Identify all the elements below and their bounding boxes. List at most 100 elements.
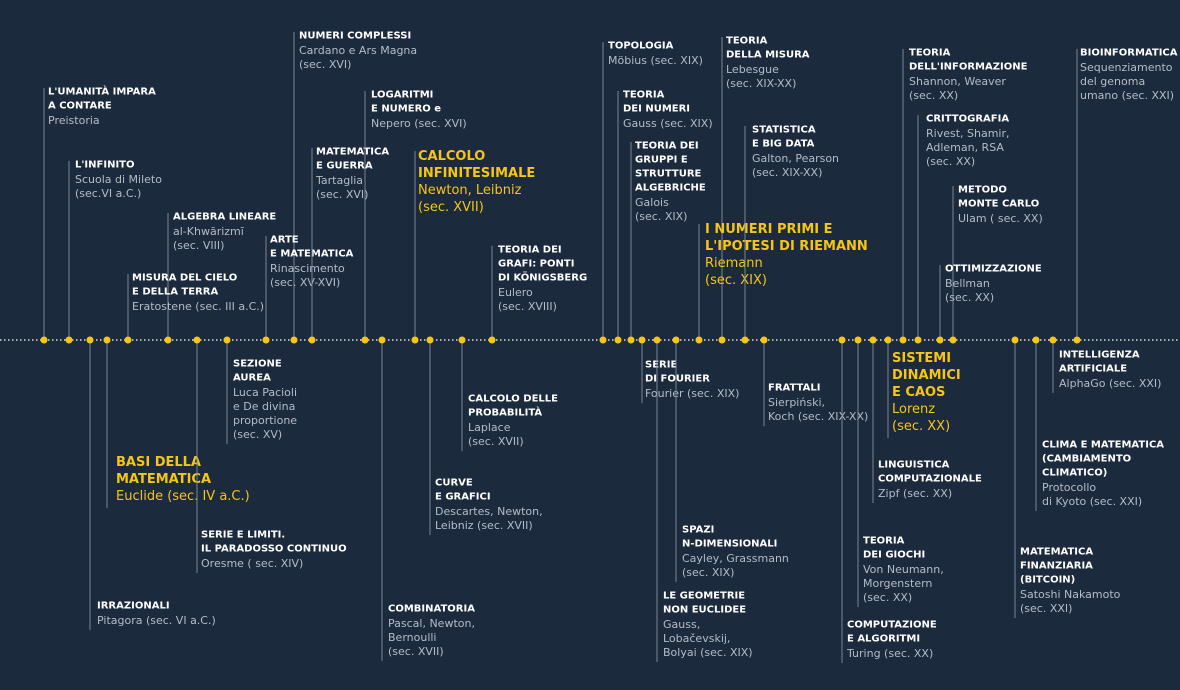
event-detail: Protocollo [1042, 481, 1096, 494]
event-title: COMPUTAZIONALE [878, 473, 982, 484]
event-detail: (sec. VIII) [173, 239, 224, 252]
event-detail: Pitagora (sec. VI a.C.) [97, 614, 216, 627]
event-title: BIOINFORMATICA [1080, 47, 1178, 58]
timeline-dot [1011, 336, 1019, 344]
event-detail: Morgenstern [863, 577, 932, 590]
event-detail: (sec. XX) [863, 591, 912, 604]
event-title: IL PARADOSSO CONTINUO [201, 543, 347, 554]
timeline-dot [1073, 336, 1081, 344]
event-detail: (sec. XIX-XX) [752, 166, 822, 179]
event-detail: Gauss, [663, 618, 700, 631]
event-detail: Bernoulli [388, 631, 437, 644]
event-title: COMBINATORIA [388, 603, 475, 614]
event-detail: (sec. XX) [926, 155, 975, 168]
event-detail: Lebesgue [726, 63, 779, 76]
event-title: INTELLIGENZA [1059, 349, 1140, 360]
event-title: CALCOLO DELLE [468, 393, 558, 404]
timeline-dot [914, 336, 922, 344]
event-detail: di Kyoto (sec. XXI) [1042, 495, 1142, 508]
event-detail: e De divina [233, 400, 295, 413]
event-title: E ALGORITMI [847, 633, 920, 644]
timeline-dot [869, 336, 877, 344]
event-title: MISURA DEL CIELO [132, 272, 237, 283]
event-detail: Euclide (sec. IV a.C.) [116, 489, 250, 504]
event-title: DEI NUMERI [623, 103, 690, 114]
timeline-dot [741, 336, 749, 344]
timeline-dot [86, 336, 94, 344]
event-detail: Scuola di Mileto [75, 173, 162, 186]
timeline-dot [262, 336, 270, 344]
timeline-dot [65, 336, 73, 344]
event-title: I NUMERI PRIMI E [705, 222, 833, 237]
event-detail: Galton, Pearson [752, 152, 839, 165]
event-detail: Newton, Leibniz [418, 183, 522, 198]
event-title: E NUMERO e [371, 103, 441, 114]
timeline-dot [1032, 336, 1040, 344]
event-title: CLIMATICO) [1042, 467, 1107, 478]
event-title: PROBABILITÀ [468, 405, 542, 418]
event-title: MATEMATICA [116, 472, 211, 487]
event-title: STRUTTURE [635, 168, 702, 179]
event-title: COMPUTAZIONE [847, 619, 937, 630]
event-title: LINGUISTICA [878, 459, 950, 470]
timeline-dot [1049, 336, 1057, 344]
event-detail: Von Neumann, [863, 563, 944, 576]
event-detail: Koch (sec. XIX-XX) [768, 410, 868, 423]
event-title: DINAMICI [892, 368, 961, 383]
timeline-dot [40, 336, 48, 344]
timeline-dot [627, 336, 635, 344]
event-title: STATISTICA [752, 124, 816, 135]
event-title: IRRAZIONALI [97, 600, 170, 611]
timeline-dot [936, 336, 944, 344]
event-title: LOGARITMI [371, 89, 433, 100]
event-detail: (sec. XVI) [299, 58, 351, 71]
timeline-dot [193, 336, 201, 344]
event-title: E BIG DATA [752, 138, 815, 149]
event-detail: (sec. XVII) [418, 200, 484, 215]
timeline-dot [103, 336, 111, 344]
event-detail: Sierpiński, [768, 396, 825, 409]
event-detail: (sec. XX) [909, 89, 958, 102]
event-detail: Rivest, Shamir, [926, 127, 1010, 140]
event-title: L'IPOTESI DI RIEMANN [705, 239, 868, 254]
event-detail: Galois [635, 196, 669, 209]
event-title: ARTIFICIALE [1059, 363, 1127, 374]
event-title: A CONTARE [48, 100, 112, 111]
timeline-dot [164, 336, 172, 344]
event-detail: Bellman [945, 277, 990, 290]
event-detail: (sec. XV-XVI) [270, 276, 340, 289]
event-detail: Tartaglia [315, 174, 363, 187]
event-detail: Laplace [468, 421, 511, 434]
event-title: DI KÖNIGSBERG [498, 269, 587, 283]
event-title: LE GEOMETRIE [663, 590, 745, 601]
event-title: TEORIA [726, 35, 768, 46]
timeline-dot [599, 336, 607, 344]
event-detail: (sec. XVII) [388, 645, 444, 658]
event-title: L'INFINITO [75, 159, 135, 170]
event-title: CRITTOGRAFIA [926, 113, 1009, 124]
timeline-dot [614, 336, 622, 344]
timeline-dot [223, 336, 231, 344]
event-detail: proportione [233, 414, 297, 427]
event-detail: (sec. XIX-XX) [726, 77, 796, 90]
event-title: (CAMBIAMENTO [1042, 453, 1131, 464]
timeline-dot [718, 336, 726, 344]
event-title: NUMERI COMPLESSI [299, 30, 411, 41]
event-title: ALGEBRA LINEARE [173, 211, 276, 222]
event-detail: Luca Pacioli [233, 386, 297, 399]
timeline-dot [884, 336, 892, 344]
timeline-dot [695, 336, 703, 344]
event-title: FRATTALI [768, 382, 820, 393]
timeline-dot [458, 336, 466, 344]
event-detail: Sequenziamento [1080, 61, 1173, 74]
event-detail: Shannon, Weaver [909, 75, 1006, 88]
event-detail: Leibniz (sec. XVII) [435, 519, 533, 532]
event-title: DELLA MISURA [726, 49, 810, 60]
timeline-dot [838, 336, 846, 344]
event-title: TEORIA [623, 89, 665, 100]
event-title: SERIE [645, 359, 677, 370]
timeline-dot [308, 336, 316, 344]
event-detail: (sec.VI a.C.) [75, 187, 141, 200]
event-title: L'UMANITÀ IMPARA [48, 84, 156, 97]
